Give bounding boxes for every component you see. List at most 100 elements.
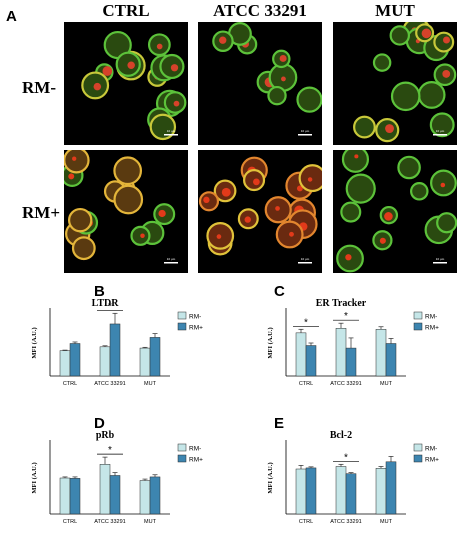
bar [109, 323, 121, 377]
cell [433, 31, 455, 53]
legend-swatch [177, 454, 187, 463]
cell [115, 51, 141, 77]
x-tick-label: ATCC 33291 [330, 519, 361, 525]
cell [375, 118, 400, 143]
bar [109, 475, 121, 515]
column-header-ctrl: CTRL [102, 1, 150, 20]
bar [99, 346, 111, 377]
chart-e: E Bcl-2 MFI (A.U.) CTRL ATCC 33291 MUT * RM- RM+ [236, 412, 471, 550]
legend-label: RM- [425, 314, 437, 321]
bar [305, 345, 317, 377]
significance-star: * [108, 301, 112, 312]
chart-title: ER Tracker [316, 298, 367, 309]
chart-c: C ER Tracker MFI (A.U.) CTRL ATCC 33291 MUT * *… [236, 280, 471, 412]
x-tick-label: CTRL [299, 381, 313, 387]
chart-title: pRb [96, 430, 115, 441]
bar [69, 343, 81, 377]
cell [296, 86, 322, 113]
bar [385, 461, 397, 515]
y-axis-label: MFI (A.U.) [267, 462, 274, 493]
significance-star: * [304, 317, 308, 328]
scale-bar-label: 10 µm [301, 129, 310, 133]
cell [390, 81, 421, 112]
bar [139, 347, 151, 377]
legend-swatch [177, 443, 187, 452]
cell [71, 236, 96, 261]
cell [410, 182, 429, 201]
legend-label: RM+ [189, 457, 203, 464]
cell [397, 155, 421, 180]
column-header-atcc: ATCC 33291 [213, 1, 307, 20]
legend-swatch [413, 443, 423, 452]
bar [295, 332, 307, 377]
cell [212, 30, 234, 52]
scale-bar-label: 10 µm [436, 129, 445, 133]
micrograph-ctrl-rm-minus: 10 µm [64, 22, 188, 145]
column-header-mut: MUT [375, 1, 415, 20]
x-tick-label: CTRL [63, 381, 77, 387]
legend-label: RM- [189, 446, 201, 453]
legend-label: RM+ [425, 457, 439, 464]
cell [243, 169, 266, 192]
cell [159, 53, 185, 80]
bar [375, 329, 387, 377]
x-tick-label: CTRL [299, 519, 313, 525]
cell [298, 164, 322, 193]
cell [275, 220, 304, 249]
cell [415, 23, 435, 43]
legend-swatch [177, 322, 187, 331]
significance-star: * [344, 452, 348, 463]
panel-letter: C [274, 283, 285, 300]
cell [198, 191, 220, 212]
scale-bar [298, 134, 312, 136]
bar [139, 480, 151, 515]
cell [433, 63, 457, 87]
scale-bar [164, 134, 178, 136]
x-tick-label: ATCC 33291 [94, 381, 125, 387]
cell [389, 25, 411, 46]
bar [69, 478, 81, 515]
scale-bar-label: 10 µm [167, 129, 176, 133]
cell [436, 212, 457, 234]
cell [372, 53, 392, 72]
cell [113, 184, 144, 215]
legend-swatch [177, 311, 187, 320]
scale-bar [433, 134, 447, 136]
cell [163, 91, 187, 114]
x-tick-label: CTRL [63, 519, 77, 525]
panel-letter: B [94, 283, 105, 300]
cell [153, 203, 176, 226]
cell [64, 150, 90, 174]
bar [59, 350, 71, 377]
cell [430, 169, 457, 197]
significance-star: * [344, 311, 348, 322]
cell [149, 113, 177, 141]
legend-swatch [413, 322, 423, 331]
scale-bar [164, 262, 178, 264]
cell [417, 81, 446, 109]
micrograph-ctrl-rm-plus: 10 µm [64, 150, 188, 273]
scale-bar-label: 10 µm [167, 257, 176, 261]
cell [379, 205, 399, 225]
y-axis-label: MFI (A.U.) [31, 327, 38, 358]
cell [336, 244, 364, 273]
micrograph-mut-rm-minus: 10 µm [333, 22, 457, 145]
cell [67, 207, 93, 233]
scale-bar [433, 262, 447, 264]
bar [149, 476, 161, 515]
bar [59, 477, 71, 515]
bar [335, 328, 347, 377]
legend-label: RM+ [189, 325, 203, 332]
bar [345, 473, 357, 515]
bar [99, 464, 111, 515]
cell [353, 115, 376, 139]
cell [429, 112, 455, 138]
cell [272, 49, 291, 69]
cell [340, 201, 362, 223]
bar [305, 467, 317, 515]
legend-label: RM- [189, 314, 201, 321]
cell [213, 179, 237, 203]
scale-bar-label: 10 µm [301, 257, 310, 261]
cell [341, 150, 370, 173]
